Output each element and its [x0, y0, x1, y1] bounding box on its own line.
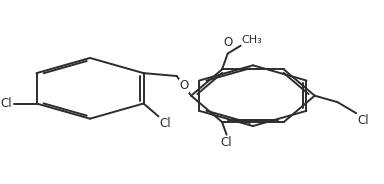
Text: Cl: Cl	[357, 114, 369, 127]
Text: Cl: Cl	[221, 136, 232, 148]
Text: Cl: Cl	[159, 117, 171, 130]
Text: O: O	[179, 79, 189, 92]
Text: O: O	[223, 36, 232, 49]
Text: CH₃: CH₃	[242, 35, 262, 45]
Text: Cl: Cl	[0, 97, 12, 110]
